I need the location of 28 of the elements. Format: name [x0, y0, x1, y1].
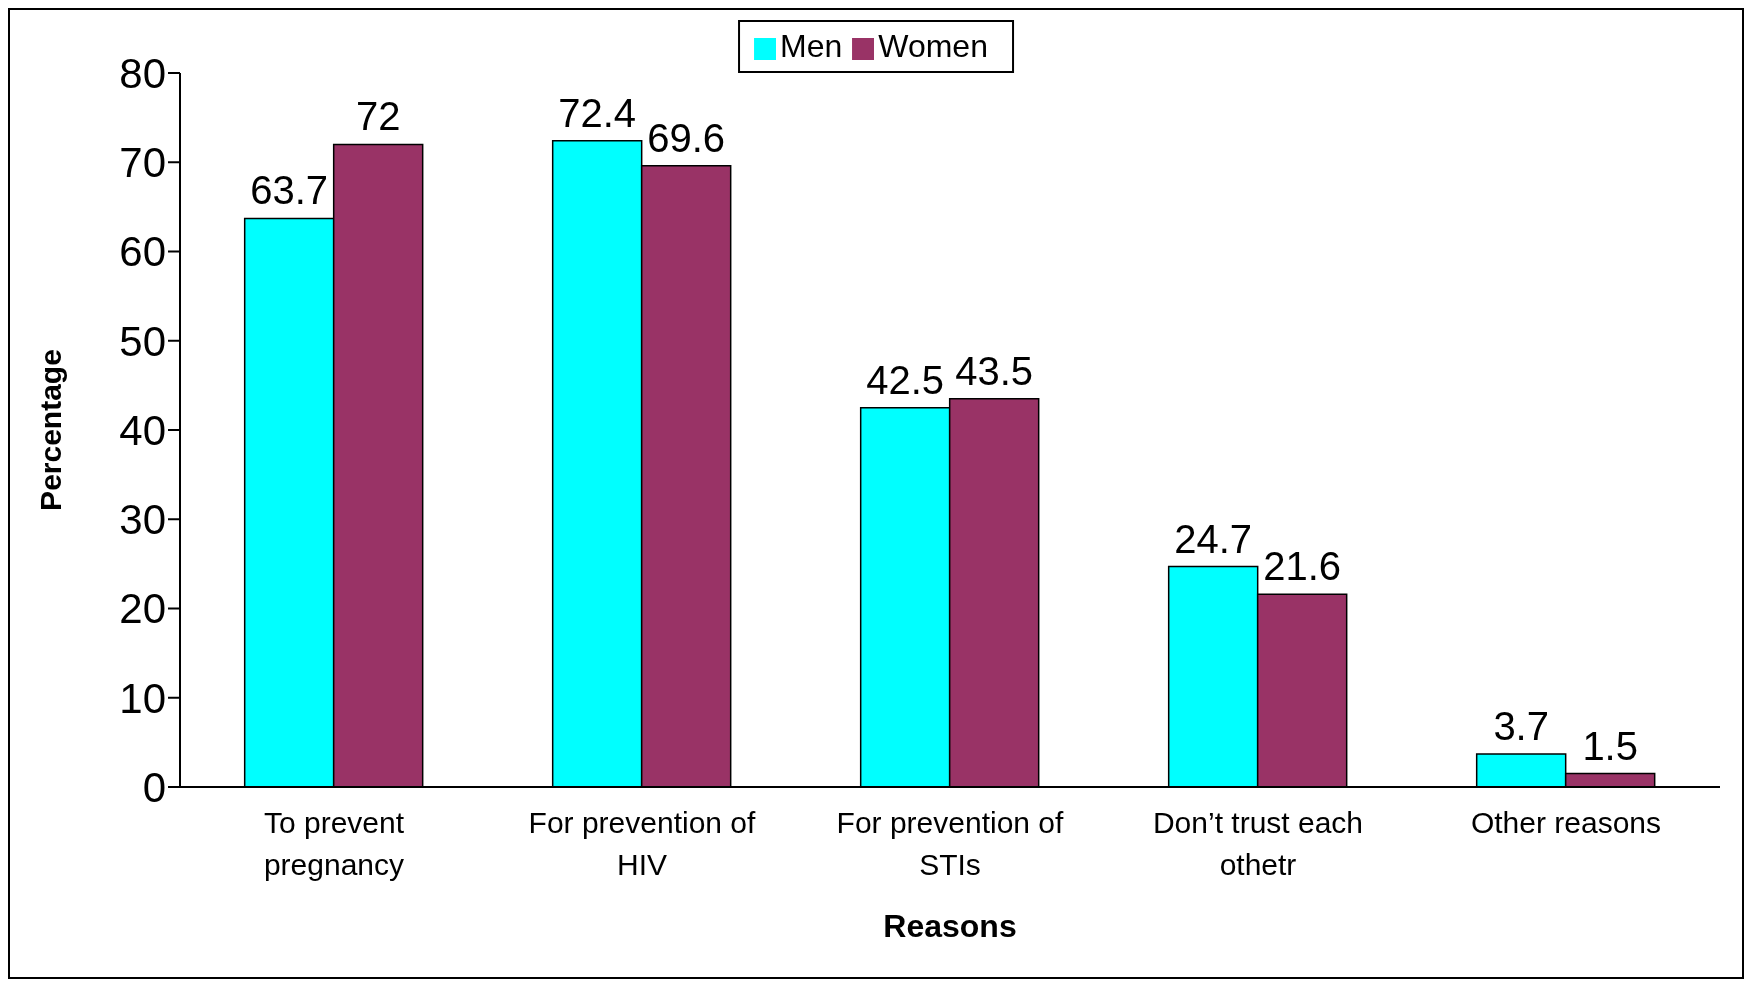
data-label: 24.7	[1174, 516, 1253, 561]
x-axis-title: Reasons	[883, 908, 1017, 944]
y-tick-label: 0	[142, 763, 166, 811]
y-axis-title: Percentage	[33, 349, 67, 511]
x-tick-label: Don’t trust each othetr	[1152, 806, 1364, 881]
data-label: 72	[355, 94, 401, 139]
x-tick-label: For prevention of STIs	[836, 806, 1065, 881]
x-tick-label: To prevent pregnancy	[263, 806, 405, 881]
data-label: 3.7	[1493, 703, 1549, 748]
y-tick-label: 30	[119, 496, 166, 544]
data-label: 21.6	[1263, 544, 1342, 589]
data-label: 43.5	[955, 348, 1034, 393]
legend-label: Women	[878, 28, 988, 64]
data-label: 42.5	[866, 357, 945, 402]
data-label: 72.4	[558, 90, 637, 135]
legend-label: Men	[780, 28, 843, 64]
y-tick-label: 60	[119, 228, 166, 276]
y-tick-label: 20	[119, 585, 166, 633]
y-tick-label: 10	[119, 674, 166, 722]
data-label: 1.5	[1582, 723, 1638, 768]
data-label: 69.6	[647, 115, 726, 160]
y-tick-label: 80	[119, 49, 166, 97]
y-tick-label: 50	[119, 317, 166, 365]
x-tick-label: Other reasons	[1470, 806, 1662, 839]
y-tick-label: 70	[119, 139, 166, 187]
y-tick-label: 40	[119, 406, 166, 454]
data-label: 63.7	[250, 168, 329, 213]
x-tick-label: For prevention of HIV	[528, 806, 757, 881]
